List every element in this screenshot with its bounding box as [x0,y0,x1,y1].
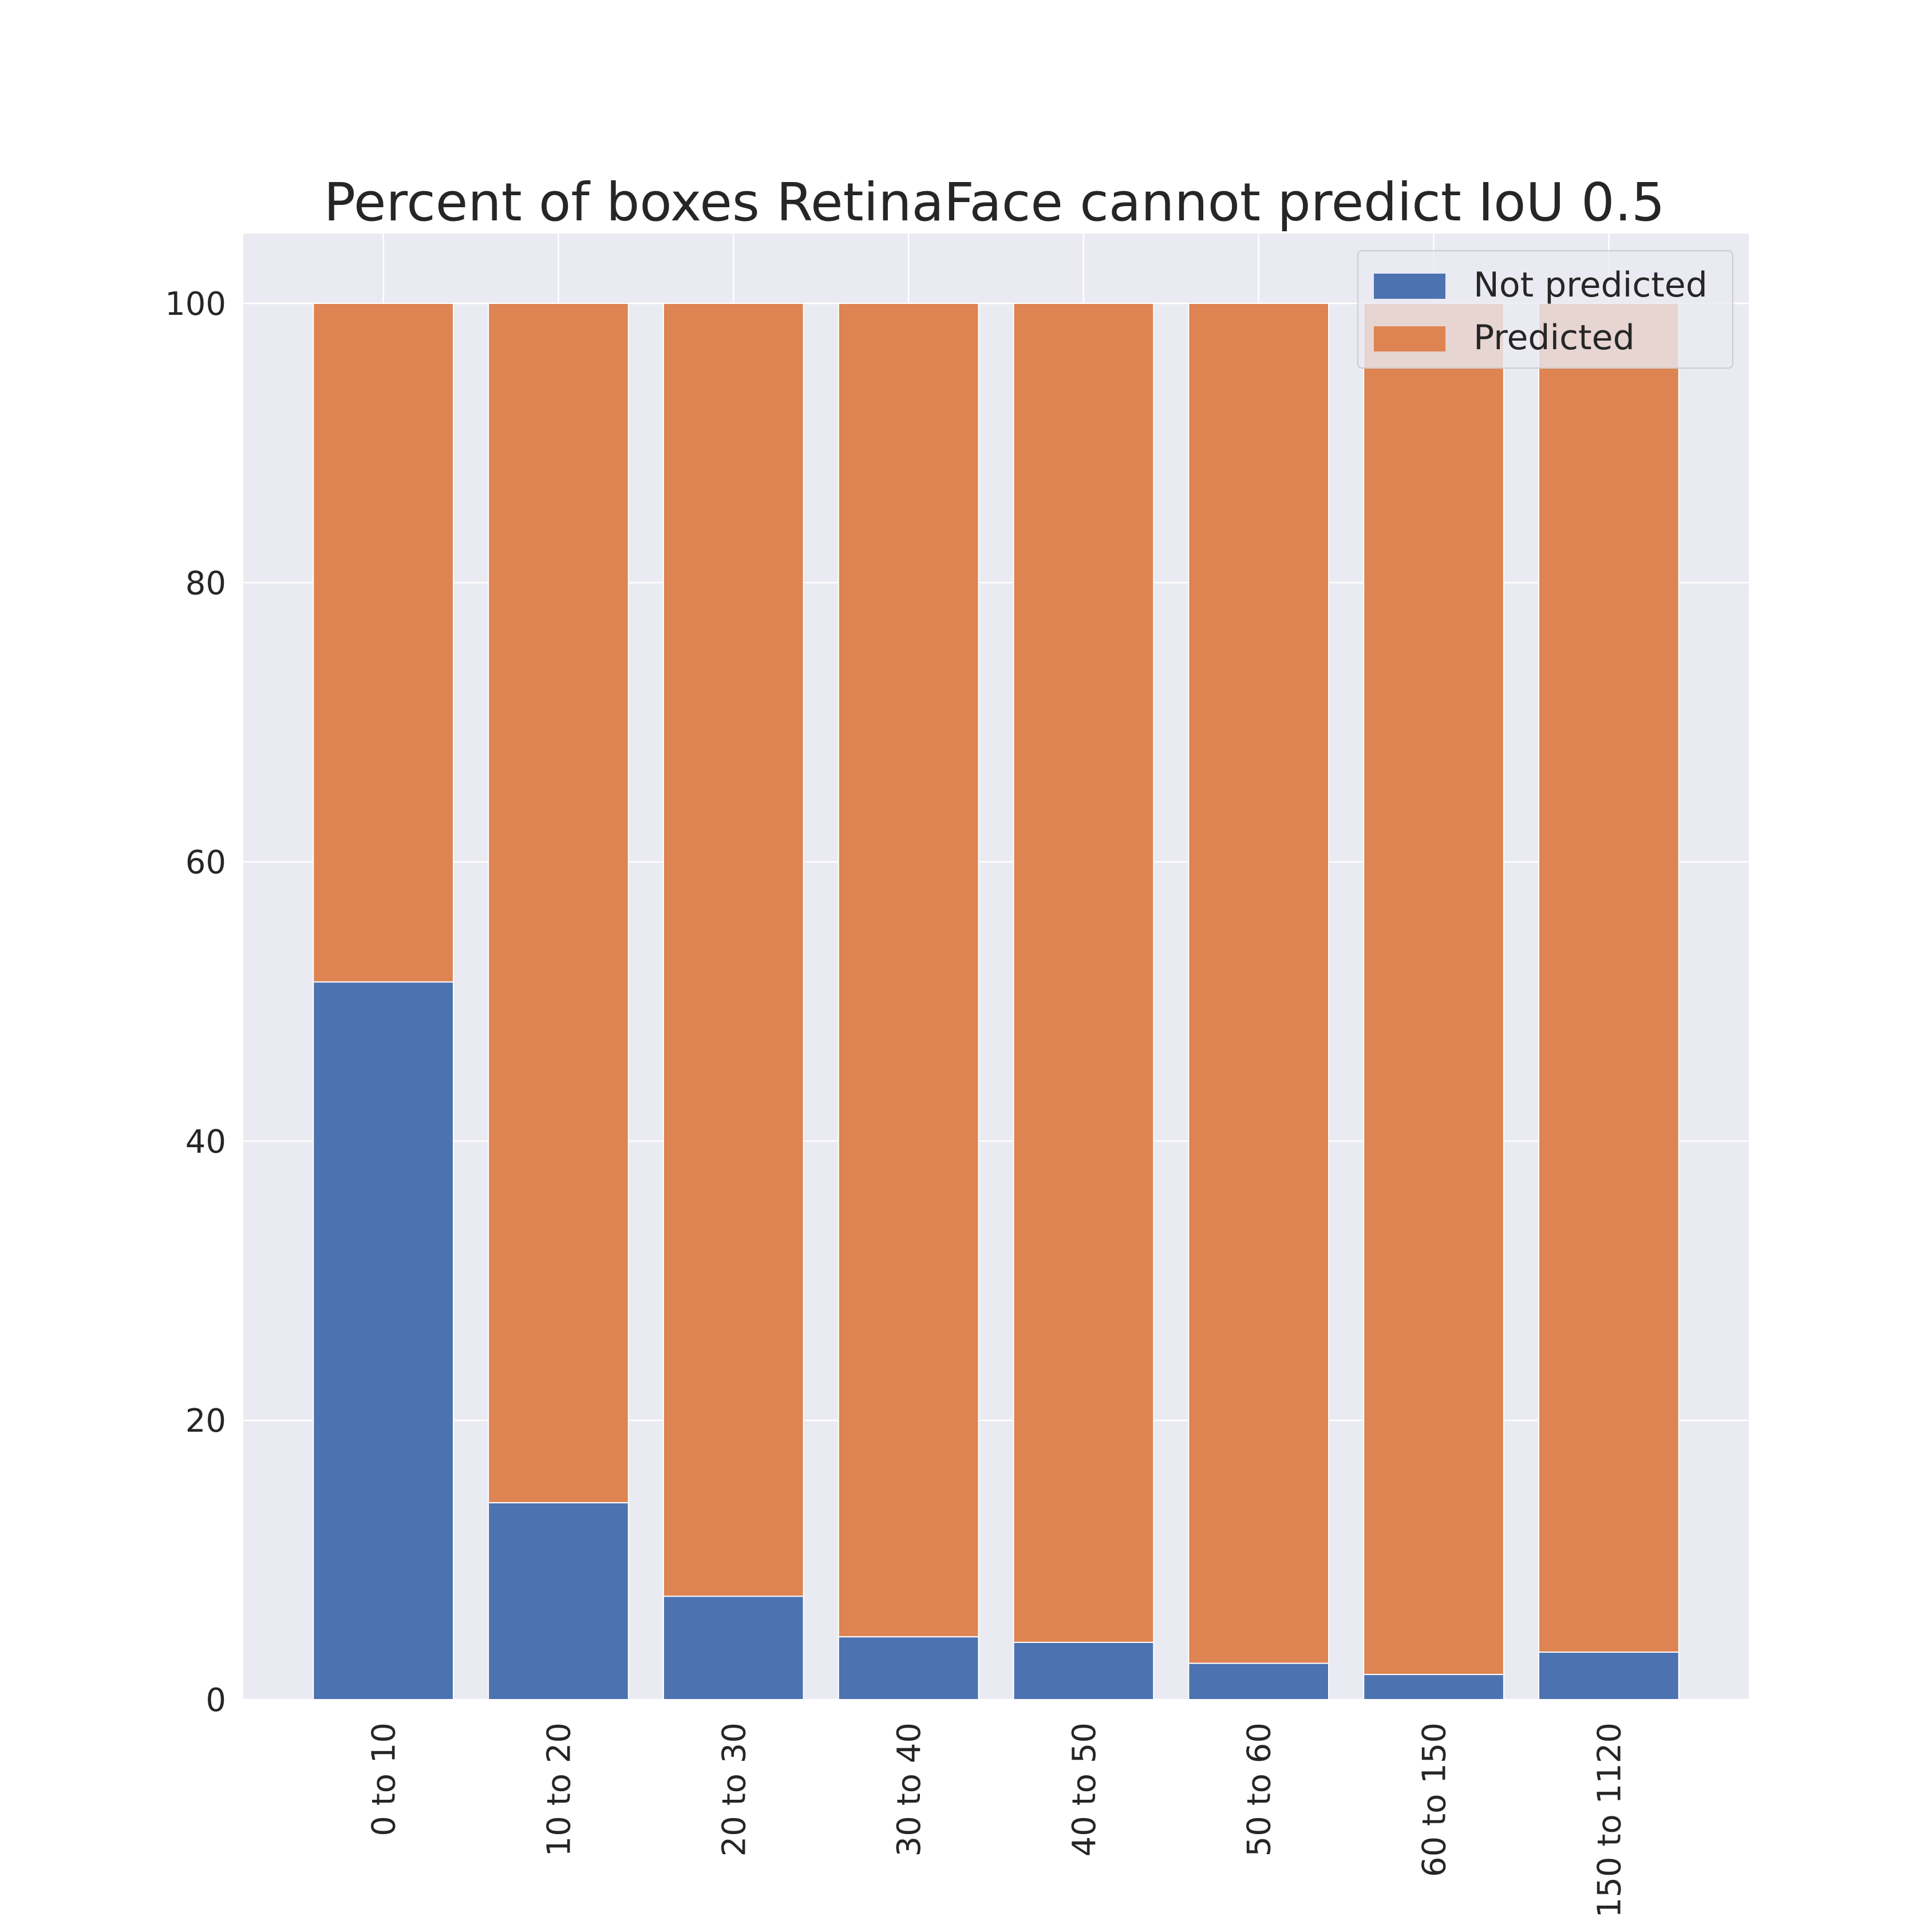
x-tick-label: 150 to 1120 [1591,1722,1628,1918]
legend: Not predicted Predicted [1357,250,1733,369]
x-tick-label: 40 to 50 [1066,1722,1103,1856]
legend-swatch [1374,326,1445,351]
bar-predicted [662,302,804,1597]
x-axis-ticks: 0 to 10 10 to 20 20 to 30 30 to 40 40 to 50 5… [366,1722,1629,1918]
y-axis-ticks: 0 20 40 60 80 100 [165,286,226,1719]
y-tick-label: 60 [185,844,226,882]
bar-predicted [488,302,629,1504]
bar-not-predicted [488,1502,629,1700]
bar-predicted [837,302,979,1638]
x-tick-label: 20 to 30 [716,1722,753,1856]
y-tick-label: 80 [185,565,226,602]
legend-swatch [1374,274,1445,299]
bar-predicted [313,302,454,983]
legend-frame [1357,250,1733,369]
bar-not-predicted [1188,1662,1330,1700]
x-tick-label: 0 to 10 [366,1722,403,1836]
x-tick-label: 60 to 150 [1416,1722,1453,1877]
bar-not-predicted [1013,1641,1155,1700]
bar-predicted [1363,302,1504,1676]
x-tick-label: 30 to 40 [891,1722,928,1856]
y-tick-label: 40 [185,1123,226,1160]
bar-predicted [1538,302,1680,1653]
bar-predicted [1188,302,1330,1664]
bar-not-predicted [313,981,454,1700]
plot-area [243,234,1749,1700]
chart-title: Percent of boxes RetinaFace cannot predi… [324,172,1665,233]
bar-not-predicted [837,1636,979,1701]
y-tick-label: 100 [165,286,226,323]
bar-not-predicted [1363,1674,1504,1701]
bar-not-predicted [662,1595,804,1701]
bar-predicted [1013,302,1155,1643]
x-tick-label: 10 to 20 [540,1722,578,1856]
y-tick-label: 0 [206,1682,226,1719]
bars [313,302,1680,1701]
legend-label: Not predicted [1473,265,1708,305]
y-tick-label: 20 [185,1402,226,1440]
x-tick-label: 50 to 60 [1241,1722,1278,1856]
bar-not-predicted [1538,1652,1680,1700]
legend-label: Predicted [1473,318,1635,358]
